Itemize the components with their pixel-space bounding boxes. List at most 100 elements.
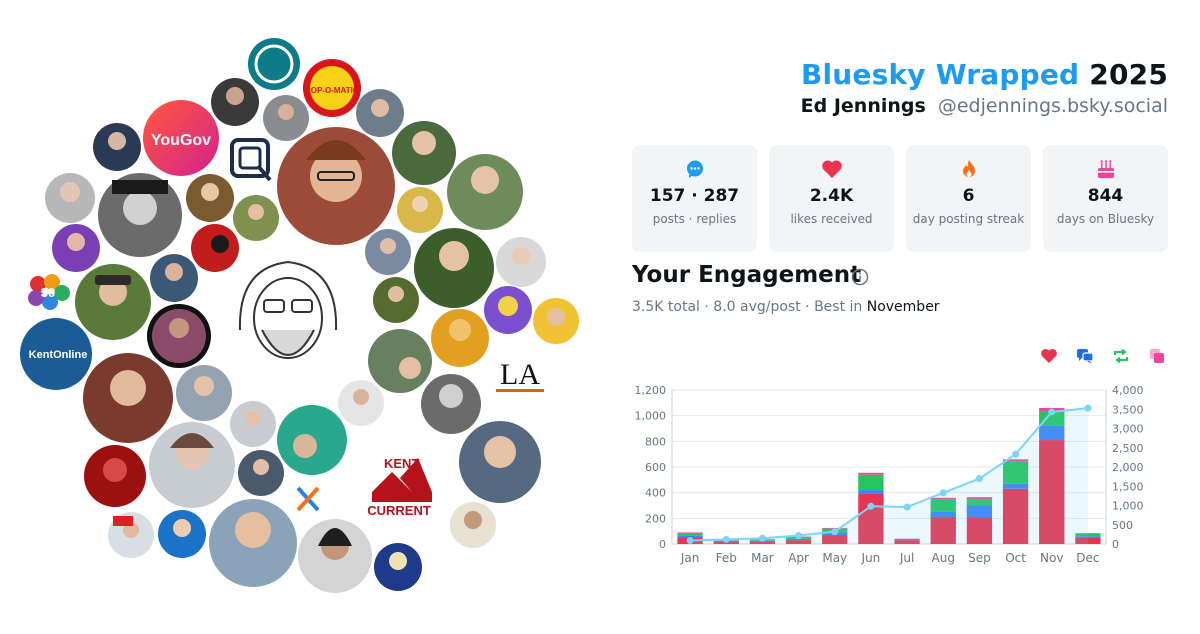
avatar[interactable] [356,89,404,137]
avatar[interactable] [431,309,489,367]
avatar[interactable] [211,78,259,126]
avatar[interactable] [147,304,211,368]
avatar[interactable] [248,38,300,90]
avatar[interactable] [52,224,100,272]
user-handle[interactable]: @edjennings.bsky.social [938,95,1168,117]
user-identity: Ed Jennings @edjennings.bsky.social [801,95,1168,117]
avatar[interactable] [209,499,297,587]
y-tick-label: 1,200 [635,384,667,397]
avatar[interactable] [186,174,234,222]
avatar[interactable] [533,298,579,344]
bar-segment[interactable] [677,532,702,533]
cumulative-point[interactable] [1048,408,1055,415]
bar-segment[interactable] [858,490,883,494]
quote-icon[interactable] [1148,348,1166,364]
avatar[interactable] [45,173,95,223]
popomatic-logo[interactable]: POP-O-MATIC [303,59,361,117]
kentonline-logo[interactable]: KentOnline [20,318,92,390]
stat-value: 2.4K [769,186,894,206]
q-logo[interactable] [222,130,278,186]
cumulative-point[interactable] [976,475,983,482]
avatar[interactable] [84,445,146,507]
bar-segment[interactable] [858,475,883,490]
page-title: Bluesky Wrapped 2025 [801,58,1168,91]
avatar[interactable] [98,173,182,257]
stat-card-days: 844 days on Bluesky [1043,145,1168,252]
cartoon-avatar[interactable] [228,258,348,378]
avatar[interactable] [230,401,276,447]
stat-card-streak: 6 day posting streak [906,145,1031,252]
heart-icon [821,159,843,179]
cumulative-point[interactable] [831,528,838,535]
avatar[interactable] [298,519,372,593]
user-name: Ed Jennings [801,95,926,117]
x-tick-label: May [822,551,847,565]
bar-segment[interactable] [858,473,883,475]
avatar[interactable] [368,329,432,393]
avatar[interactable] [365,229,411,275]
y2-tick-label: 1,000 [1112,500,1144,513]
kent-current-logo[interactable]: KENT CURRENT [367,456,432,518]
y2-tick-label: 3,000 [1112,423,1144,436]
cumulative-point[interactable] [904,504,911,511]
avatar[interactable] [263,95,309,141]
cumulative-point[interactable] [1012,451,1019,458]
cumulative-point[interactable] [867,503,874,510]
avatar[interactable] [414,228,494,308]
reply-bubble-icon[interactable] [1076,348,1094,364]
cumulative-point[interactable] [795,532,802,539]
kentonline-text: KentOnline [29,349,88,361]
avatar[interactable] [176,365,232,421]
avatar[interactable] [421,374,481,434]
x-tick-label: Sep [968,551,991,565]
cross-logo[interactable] [298,488,318,510]
x-tick-label: Jun [861,551,881,565]
cake-icon [1095,159,1117,179]
avatar[interactable] [233,195,279,241]
engagement-title: Your Engagement [632,262,861,288]
cumulative-point[interactable] [940,489,947,496]
cumulative-point[interactable] [723,536,730,543]
avatar[interactable] [484,286,532,334]
avatar[interactable] [338,380,384,426]
avatar[interactable] [392,121,456,185]
avatar[interactable] [397,187,443,233]
engagement-best-prefix: Best in [814,299,862,315]
avatar[interactable] [93,123,141,171]
y-tick-label: 600 [645,461,666,474]
avatar[interactable] [149,422,235,508]
bar-segment[interactable] [677,533,702,536]
cumulative-point[interactable] [687,537,694,544]
cumulative-point[interactable] [1084,405,1091,412]
avatar[interactable] [75,264,151,340]
heart-icon[interactable] [1040,348,1058,364]
avatar[interactable] [277,127,395,245]
avatar[interactable] [150,254,198,302]
avatar[interactable] [373,277,419,323]
cumulative-point[interactable] [759,535,766,542]
avatar[interactable] [277,405,347,475]
info-icon[interactable] [851,268,869,290]
year: 2025 [1089,58,1168,91]
x-tick-label: Aug [932,551,955,565]
y2-tick-label: 0 [1112,538,1119,551]
chart-legend [1040,348,1166,364]
avatar[interactable] [191,224,239,272]
thirty-text: 30 [41,285,55,300]
avatar[interactable] [447,154,523,230]
avatar[interactable] [459,421,541,503]
thirty-logo[interactable]: 30 [28,274,70,310]
yougov-logo[interactable]: YouGov [143,100,219,176]
avatar[interactable] [83,353,173,443]
avatar[interactable] [450,502,496,548]
stat-card-likes: 2.4K likes received [769,145,894,252]
y-tick-label: 0 [659,538,666,551]
la-logo[interactable]: LA [496,358,544,392]
avatar[interactable] [238,450,284,496]
repost-icon[interactable] [1112,348,1130,364]
y-tick-label: 200 [645,512,666,525]
avatar[interactable] [108,512,154,558]
avatar[interactable] [374,543,422,591]
avatar[interactable] [158,510,206,558]
avatar[interactable] [496,237,546,287]
